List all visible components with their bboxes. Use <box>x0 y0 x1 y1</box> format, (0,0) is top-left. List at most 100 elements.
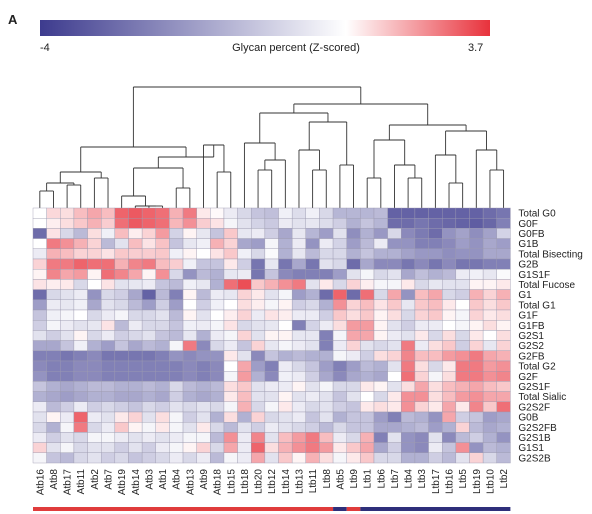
heatmap-cell <box>482 228 497 239</box>
heatmap-cell <box>278 350 293 362</box>
heatmap-cell <box>401 432 416 443</box>
heatmap-cell <box>455 320 470 331</box>
heatmap-cell <box>414 401 429 413</box>
heatmap-cell <box>141 452 156 464</box>
heatmap-cell <box>414 279 429 290</box>
heatmap-cell <box>496 371 511 382</box>
heatmap-cell <box>305 217 320 229</box>
heatmap-cell <box>278 360 293 372</box>
heatmap-cell <box>264 279 279 290</box>
heatmap-cell <box>305 340 320 352</box>
heatmap-cell <box>387 411 402 423</box>
row-label: G1S1 <box>518 443 544 454</box>
heatmap-cell <box>32 258 47 270</box>
heatmap-cell <box>442 228 457 239</box>
heatmap-cell <box>87 309 102 321</box>
heatmap-cell <box>251 452 266 464</box>
heatmap-cell <box>155 360 170 372</box>
heatmap-cell <box>223 309 238 321</box>
column-label: Ltb13 <box>294 469 305 494</box>
heatmap-cell <box>305 238 320 250</box>
colorbar-min-label: -4 <box>40 42 50 54</box>
heatmap-cell <box>210 228 225 239</box>
heatmap-cell <box>87 371 102 382</box>
column-label: Ltb15 <box>226 469 237 494</box>
heatmap-cell <box>291 330 307 341</box>
heatmap-cell <box>360 381 375 392</box>
heatmap-cell <box>32 391 47 403</box>
heatmap-cell <box>387 299 402 311</box>
heatmap-cell <box>182 401 197 413</box>
heatmap-cell <box>469 381 484 392</box>
heatmap-cell <box>182 207 197 219</box>
heatmap-cell <box>169 432 184 443</box>
heatmap-cell <box>482 207 497 219</box>
heatmap-cell <box>264 422 279 433</box>
heatmap-cell <box>32 422 47 433</box>
heatmap-cell <box>305 330 320 341</box>
heatmap-cell <box>182 320 197 331</box>
heatmap-cell <box>373 309 388 321</box>
heatmap-cell <box>264 340 279 352</box>
heatmap-cell <box>360 207 375 219</box>
heatmap-cell <box>251 350 266 362</box>
heatmap-cell <box>360 248 375 260</box>
heatmap-cell <box>32 381 47 392</box>
column-label: Ltb17 <box>431 469 442 494</box>
heatmap-cell <box>196 289 211 301</box>
row-label: Total G2 <box>518 362 556 373</box>
heatmap-cell <box>346 217 361 229</box>
heatmap-cell <box>155 228 170 239</box>
heatmap-cell <box>251 299 266 311</box>
heatmap-cell <box>319 258 334 270</box>
heatmap-cell <box>455 442 470 454</box>
heatmap-cell <box>100 330 116 341</box>
heatmap-cell <box>141 391 156 403</box>
heatmap-cell <box>482 371 497 382</box>
heatmap-cell <box>387 422 402 433</box>
heatmap-cell <box>46 432 61 443</box>
heatmap-cell <box>332 299 347 311</box>
heatmap-cell <box>305 401 320 413</box>
column-label: Atb16 <box>35 469 46 496</box>
heatmap-cell <box>237 299 252 311</box>
heatmap-cell <box>482 442 497 454</box>
heatmap-cell <box>373 228 388 239</box>
heatmap-cell <box>442 238 457 250</box>
heatmap-cell <box>73 391 88 403</box>
heatmap-cell <box>319 340 334 352</box>
heatmap-cell <box>169 258 184 270</box>
heatmap-cell <box>482 289 497 301</box>
column-label: Ltb12 <box>267 469 278 494</box>
heatmap-cell <box>73 330 88 341</box>
heatmap-cell <box>360 258 375 270</box>
heatmap-cell <box>182 422 197 433</box>
heatmap-cell <box>360 401 375 413</box>
heatmap-cell <box>32 238 47 250</box>
column-label: Atb13 <box>185 469 196 496</box>
heatmap-cell <box>428 391 443 403</box>
heatmap-cell <box>100 401 116 413</box>
heatmap-cell <box>128 391 143 403</box>
column-label: Ltb1 <box>363 469 374 489</box>
column-label: Ltb18 <box>240 469 251 494</box>
heatmap-cell <box>373 340 388 352</box>
heatmap-cell <box>401 350 416 362</box>
heatmap-cell <box>210 381 225 392</box>
row-label: G0F <box>518 219 537 230</box>
heatmap-cell <box>87 360 102 372</box>
heatmap-cell <box>278 432 293 443</box>
heatmap-cell <box>46 289 61 301</box>
heatmap-cell <box>251 269 266 280</box>
heatmap-cell <box>60 442 75 454</box>
heatmap-cell <box>60 228 75 239</box>
heatmap-cell <box>128 309 143 321</box>
heatmap-cell <box>46 217 61 229</box>
heatmap-cell <box>455 391 470 403</box>
heatmap-cell <box>346 371 361 382</box>
row-label: G1FB <box>518 321 544 332</box>
heatmap-cell <box>87 391 102 403</box>
heatmap-cell <box>87 422 102 433</box>
heatmap-cell <box>100 350 116 362</box>
heatmap-cell <box>360 279 375 290</box>
